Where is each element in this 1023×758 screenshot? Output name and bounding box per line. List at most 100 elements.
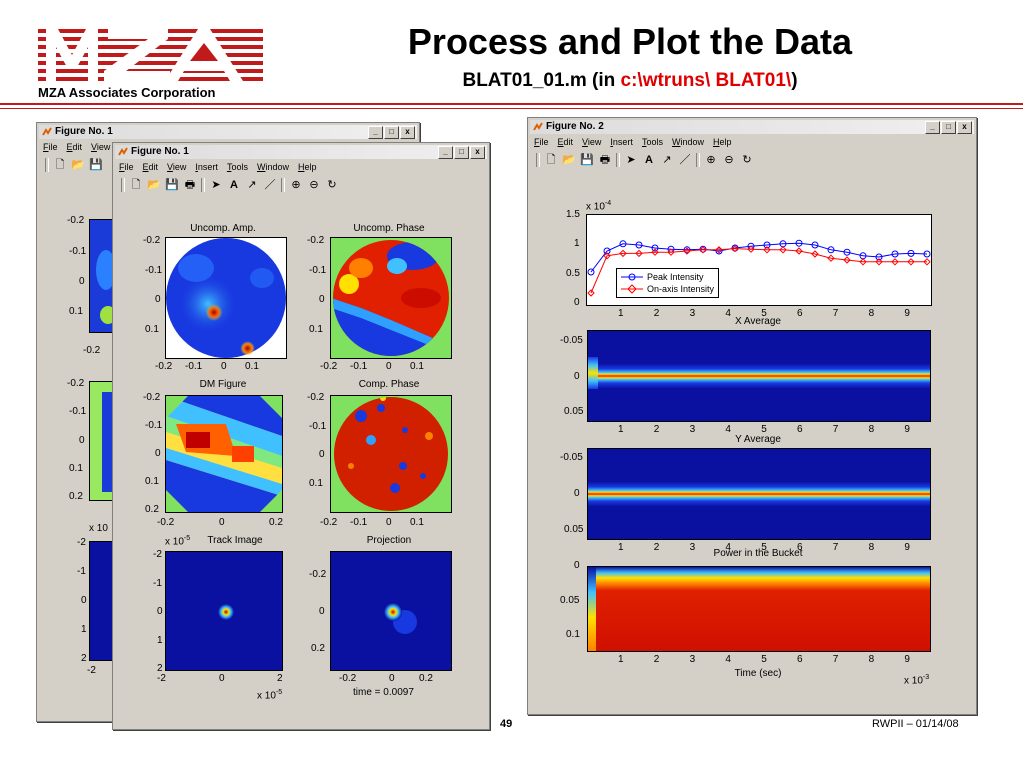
onaxis-intensity-line	[590, 248, 927, 294]
close-button[interactable]: x	[470, 146, 485, 159]
tick-label: 0	[219, 517, 225, 528]
tick-label: 0	[386, 361, 392, 372]
figure1-front-menubar: File Edit View Insert Tools Window Help	[117, 160, 316, 174]
new-file-icon[interactable]: 🗋	[131, 179, 141, 191]
open-folder-icon[interactable]: 📂	[562, 154, 576, 166]
menu-view[interactable]: View	[167, 162, 187, 172]
x-tick-label: 1	[618, 542, 624, 553]
menu-help[interactable]: Help	[712, 137, 732, 147]
save-icon[interactable]: 💾	[89, 159, 103, 171]
restore-button[interactable]: □	[384, 126, 399, 139]
close-button[interactable]: x	[957, 121, 972, 134]
open-folder-icon[interactable]: 📂	[147, 179, 161, 191]
x-tick-label: 3	[689, 654, 696, 665]
menu-file[interactable]: File	[43, 142, 58, 152]
menu-insert[interactable]: Insert	[610, 137, 633, 147]
menu-tools[interactable]: Tools	[226, 162, 248, 172]
onaxis-intensity-point	[587, 289, 595, 297]
minimize-button[interactable]: _	[368, 126, 383, 139]
tick-label: -0.1	[309, 265, 327, 276]
save-icon[interactable]: 💾	[580, 154, 594, 166]
peak-intensity-point	[715, 247, 723, 255]
arrow-icon[interactable]: ↗	[662, 154, 672, 166]
minimize-button[interactable]: _	[925, 121, 940, 134]
x-tick-label: 7	[832, 654, 839, 665]
tick-label: -2	[157, 673, 166, 684]
text-icon[interactable]: A	[230, 179, 238, 191]
toolbar-separator	[281, 178, 285, 192]
open-folder-icon[interactable]: 📂	[71, 159, 85, 171]
save-icon[interactable]: 💾	[165, 179, 179, 191]
menu-file[interactable]: File	[119, 162, 134, 172]
print-icon[interactable]: 🖶	[599, 154, 611, 166]
tick-label: -2	[153, 549, 162, 560]
x-tick-label: 5	[761, 308, 767, 319]
tick-label: 0.1	[145, 324, 159, 335]
tick-label: 0.2	[269, 517, 283, 528]
track-exponent-label: x 10-5	[165, 535, 191, 548]
onaxis-intensity-point	[907, 258, 915, 266]
figure2-titlebar[interactable]: Figure No. 2 _ □ x	[530, 120, 974, 134]
tick-label: 0	[155, 448, 161, 459]
tick-label: 1	[574, 238, 580, 249]
menu-file[interactable]: File	[534, 137, 549, 147]
minimize-button[interactable]: _	[438, 146, 453, 159]
new-file-icon[interactable]: 🗋	[55, 159, 65, 171]
menu-view[interactable]: View	[91, 142, 111, 152]
menu-edit[interactable]: Edit	[557, 137, 574, 147]
zoom-in-icon[interactable]: ⊕	[291, 179, 301, 191]
tick-label: 0	[81, 595, 87, 606]
peak-intensity-point	[635, 241, 643, 249]
tick-label: -2	[77, 537, 86, 548]
top-plot-y-exponent: x 10-4	[586, 200, 612, 213]
menu-tools[interactable]: Tools	[641, 137, 663, 147]
menu-edit[interactable]: Edit	[142, 162, 159, 172]
onaxis-intensity-point	[875, 258, 883, 266]
toolbar-separator	[201, 178, 205, 192]
pointer-icon[interactable]: ➤	[626, 154, 636, 166]
menu-view[interactable]: View	[582, 137, 602, 147]
tick-label: -0.1	[145, 420, 163, 431]
restore-button[interactable]: □	[941, 121, 956, 134]
footer-date: RWPII – 01/14/08	[872, 718, 959, 730]
tick-label: 0.05	[564, 406, 584, 417]
menu-help[interactable]: Help	[297, 162, 317, 172]
tick-label: 0.1	[69, 306, 83, 317]
restore-button[interactable]: □	[454, 146, 469, 159]
menu-insert[interactable]: Insert	[195, 162, 218, 172]
line-icon[interactable]: ／	[679, 154, 691, 166]
print-icon[interactable]: 🖶	[184, 179, 196, 191]
figure1-front-titlebar[interactable]: Figure No. 1 _ □ x	[115, 145, 487, 159]
zoom-out-icon[interactable]: ⊖	[309, 179, 319, 191]
arrow-icon[interactable]: ↗	[247, 179, 257, 191]
line-icon[interactable]: ／	[264, 179, 276, 191]
figure1-front-window[interactable]: Figure No. 1 _ □ x File Edit View Insert…	[112, 142, 490, 730]
x-tick-label: 1	[618, 654, 624, 665]
close-button[interactable]: x	[400, 126, 415, 139]
peak-intensity-point	[875, 253, 883, 261]
tick-label: 1	[157, 635, 163, 646]
zoom-in-icon[interactable]: ⊕	[706, 154, 716, 166]
rotate-icon[interactable]: ↻	[742, 154, 752, 166]
zoom-out-icon[interactable]: ⊖	[724, 154, 734, 166]
figure2-window[interactable]: Figure No. 2 _ □ x File Edit View Insert…	[527, 117, 977, 715]
x-tick-label: 4	[725, 308, 731, 319]
x-tick-label: 4	[725, 542, 731, 553]
menu-edit[interactable]: Edit	[66, 142, 83, 152]
menu-window[interactable]: Window	[256, 162, 289, 172]
figure1-front-toolbar: 🗋 📂 💾 🖶 ➤ A ↗ ／ ⊕ ⊖ ↻	[117, 176, 339, 194]
new-file-icon[interactable]: 🗋	[546, 154, 556, 166]
rotate-icon[interactable]: ↻	[327, 179, 337, 191]
menu-window[interactable]: Window	[671, 137, 704, 147]
onaxis-intensity-point	[699, 246, 707, 254]
legend-entry-onaxis: On-axis Intensity	[621, 283, 714, 295]
pointer-icon[interactable]: ➤	[211, 179, 221, 191]
tick-label: 0	[574, 297, 580, 308]
x-tick-label: 2	[653, 654, 660, 665]
text-icon[interactable]: A	[645, 154, 653, 166]
figure1-back-titlebar[interactable]: Figure No. 1 _ □ x	[39, 125, 417, 139]
tick-label: -0.1	[185, 361, 203, 372]
x-tick-label: 4	[725, 424, 731, 435]
tick-label: -0.1	[350, 361, 368, 372]
comp-phase-image	[330, 395, 452, 513]
